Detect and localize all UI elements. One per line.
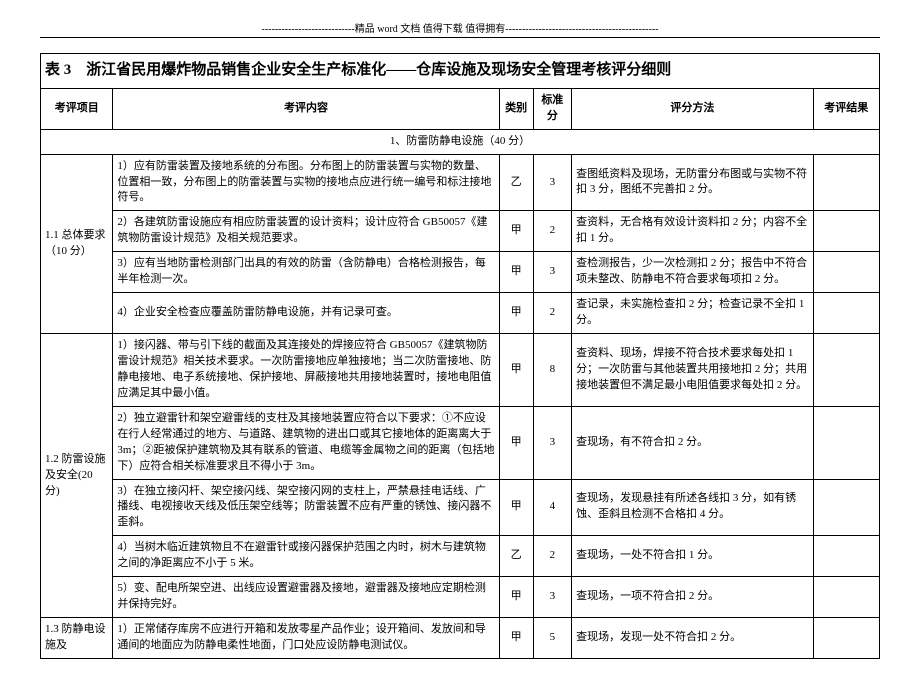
table-row: 4）当树木临近建筑物且不在避雷针或接闪器保护范围之内时，树木与建筑物之间的净距离… bbox=[41, 536, 880, 577]
category-cell: 甲 bbox=[499, 406, 533, 479]
method-cell: 查现场，发现悬挂有所述各线扣 3 分，如有锈蚀、歪斜且检测不合格扣 4 分。 bbox=[572, 479, 813, 536]
table-row: 1.3 防静电设施及 1）正常储存库房不应进行开箱和发放零星产品作业；设开箱间、… bbox=[41, 618, 880, 659]
score-cell: 2 bbox=[533, 536, 572, 577]
category-cell: 甲 bbox=[499, 577, 533, 618]
header-decoration: ----------------------------精品 word 文档 值… bbox=[40, 20, 880, 35]
method-cell: 查资料，无合格有效设计资料扣 2 分；内容不全扣 1 分。 bbox=[572, 211, 813, 252]
category-cell: 甲 bbox=[499, 334, 533, 407]
category-cell: 甲 bbox=[499, 211, 533, 252]
table-row: 4）企业安全检查应覆盖防雷防静电设施，并有记录可查。 甲 2 查记录，未实施检查… bbox=[41, 293, 880, 334]
content-cell: 2）各建筑防雷设施应有相应防雷装置的设计资料；设计应符合 GB50057《建筑物… bbox=[113, 211, 499, 252]
col-category: 类别 bbox=[499, 88, 533, 129]
item-label: 1.1 总体要求（10 分） bbox=[41, 154, 113, 333]
content-cell: 5）变、配电所架空进、出线应设置避雷器及接地，避雷器及接地应定期检测并保持完好。 bbox=[113, 577, 499, 618]
result-cell bbox=[813, 536, 879, 577]
score-cell: 3 bbox=[533, 154, 572, 211]
score-cell: 8 bbox=[533, 334, 572, 407]
score-cell: 2 bbox=[533, 211, 572, 252]
method-cell: 查检测报告，少一次检测扣 2 分；报告中不符合项未整改、防静电不符合要求每项扣 … bbox=[572, 252, 813, 293]
score-cell: 3 bbox=[533, 577, 572, 618]
col-score: 标准分 bbox=[533, 88, 572, 129]
score-cell: 3 bbox=[533, 406, 572, 479]
item-label: 1.2 防雷设施及安全(20 分) bbox=[41, 334, 113, 618]
method-cell: 查现场，一项不符合扣 2 分。 bbox=[572, 577, 813, 618]
result-cell bbox=[813, 479, 879, 536]
section-row: 1、防雷防静电设施（40 分） bbox=[41, 129, 880, 154]
content-cell: 1）接闪器、带与引下线的截面及其连接处的焊接应符合 GB50057《建筑物防雷设… bbox=[113, 334, 499, 407]
category-cell: 甲 bbox=[499, 618, 533, 659]
result-cell bbox=[813, 406, 879, 479]
table-row: 1.1 总体要求（10 分） 1）应有防雷装置及接地系统的分布图。分布图上的防雷… bbox=[41, 154, 880, 211]
col-method: 评分方法 bbox=[572, 88, 813, 129]
score-cell: 4 bbox=[533, 479, 572, 536]
content-cell: 1）正常储存库房不应进行开箱和发放零星产品作业；设开箱间、发放间和导通间的地面应… bbox=[113, 618, 499, 659]
col-result: 考评结果 bbox=[813, 88, 879, 129]
content-cell: 4）当树木临近建筑物且不在避雷针或接闪器保护范围之内时，树木与建筑物之间的净距离… bbox=[113, 536, 499, 577]
method-cell: 查图纸资料及现场，无防雷分布图或与实物不符扣 3 分，图纸不完善扣 2 分。 bbox=[572, 154, 813, 211]
table-row: 2）各建筑防雷设施应有相应防雷装置的设计资料；设计应符合 GB50057《建筑物… bbox=[41, 211, 880, 252]
category-cell: 乙 bbox=[499, 536, 533, 577]
category-cell: 甲 bbox=[499, 252, 533, 293]
table-title: 表 3 浙江省民用爆炸物品销售企业安全生产标准化——仓库设施及现场安全管理考核评… bbox=[41, 54, 880, 89]
category-cell: 甲 bbox=[499, 293, 533, 334]
col-item: 考评项目 bbox=[41, 88, 113, 129]
item-label: 1.3 防静电设施及 bbox=[41, 618, 113, 659]
score-cell: 3 bbox=[533, 252, 572, 293]
result-cell bbox=[813, 577, 879, 618]
result-cell bbox=[813, 618, 879, 659]
section-heading: 1、防雷防静电设施（40 分） bbox=[41, 129, 880, 154]
table-row: 1.2 防雷设施及安全(20 分) 1）接闪器、带与引下线的截面及其连接处的焊接… bbox=[41, 334, 880, 407]
header-rule bbox=[40, 37, 880, 38]
method-cell: 查资料、现场，焊接不符合技术要求每处扣 1 分；一次防雷与其他装置共用接地扣 2… bbox=[572, 334, 813, 407]
header-row: 考评项目 考评内容 类别 标准分 评分方法 考评结果 bbox=[41, 88, 880, 129]
title-row: 表 3 浙江省民用爆炸物品销售企业安全生产标准化——仓库设施及现场安全管理考核评… bbox=[41, 54, 880, 89]
result-cell bbox=[813, 293, 879, 334]
content-cell: 3）应有当地防雷检测部门出具的有效的防雷（含防静电）合格检测报告，每半年检测一次… bbox=[113, 252, 499, 293]
table-row: 3）应有当地防雷检测部门出具的有效的防雷（含防静电）合格检测报告，每半年检测一次… bbox=[41, 252, 880, 293]
method-cell: 查记录，未实施检查扣 2 分；检查记录不全扣 1 分。 bbox=[572, 293, 813, 334]
result-cell bbox=[813, 211, 879, 252]
method-cell: 查现场，有不符合扣 2 分。 bbox=[572, 406, 813, 479]
col-content: 考评内容 bbox=[113, 88, 499, 129]
result-cell bbox=[813, 252, 879, 293]
method-cell: 查现场，一处不符合扣 1 分。 bbox=[572, 536, 813, 577]
content-cell: 3）在独立接闪杆、架空接闪线、架空接闪网的支柱上，严禁悬挂电话线、广播线、电视接… bbox=[113, 479, 499, 536]
result-cell bbox=[813, 334, 879, 407]
result-cell bbox=[813, 154, 879, 211]
content-cell: 2）独立避雷针和架空避雷线的支柱及其接地装置应符合以下要求：①不应设在行人经常通… bbox=[113, 406, 499, 479]
content-cell: 4）企业安全检查应覆盖防雷防静电设施，并有记录可查。 bbox=[113, 293, 499, 334]
method-cell: 查现场，发现一处不符合扣 2 分。 bbox=[572, 618, 813, 659]
category-cell: 甲 bbox=[499, 479, 533, 536]
table-row: 2）独立避雷针和架空避雷线的支柱及其接地装置应符合以下要求：①不应设在行人经常通… bbox=[41, 406, 880, 479]
scoring-table: 表 3 浙江省民用爆炸物品销售企业安全生产标准化——仓库设施及现场安全管理考核评… bbox=[40, 53, 880, 659]
content-cell: 1）应有防雷装置及接地系统的分布图。分布图上的防雷装置与实物的数量、位置相一致，… bbox=[113, 154, 499, 211]
table-row: 5）变、配电所架空进、出线应设置避雷器及接地，避雷器及接地应定期检测并保持完好。… bbox=[41, 577, 880, 618]
table-row: 3）在独立接闪杆、架空接闪线、架空接闪网的支柱上，严禁悬挂电话线、广播线、电视接… bbox=[41, 479, 880, 536]
score-cell: 2 bbox=[533, 293, 572, 334]
score-cell: 5 bbox=[533, 618, 572, 659]
category-cell: 乙 bbox=[499, 154, 533, 211]
